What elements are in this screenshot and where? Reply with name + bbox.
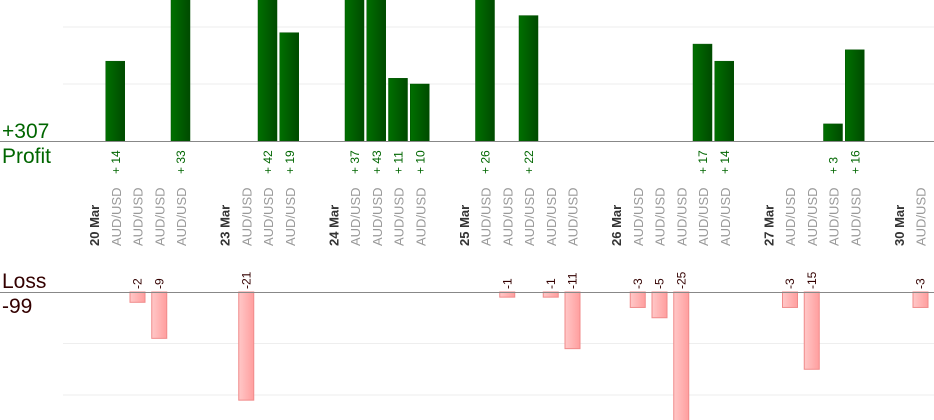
profit-bar [170,0,191,142]
profit-value-label: + 22 [522,150,536,174]
pair-label: AUD/USD [413,187,428,246]
loss-value-label: -9 [152,278,166,289]
pair-label: AUD/USD [914,187,929,246]
loss-value-label: -11 [566,272,580,289]
profit-bar [518,15,539,142]
date-label: 23 Mar [218,205,233,246]
pair-label: AUD/USD [239,187,254,246]
profit-bar [388,78,408,142]
profit-value-label: + 26 [479,150,493,174]
loss-bar [782,291,798,308]
pair-label: AUD/USD [653,187,668,246]
loss-value-label: -21 [239,271,253,289]
loss-value-label: -3 [631,278,645,289]
loss-value-label: -2 [131,278,145,289]
loss-total: -99 [2,295,32,318]
profit-total: +307 [2,120,49,143]
profit-value-label: + 14 [718,150,732,174]
pair-label: AUD/USD [566,187,581,246]
pair-label: AUD/USD [631,187,646,246]
pair-label: AUD/USD [392,187,407,246]
profit-value-label: + 14 [109,150,123,174]
profit-value-label: + 11 [392,151,406,174]
profit-value-label: + 16 [848,150,862,174]
loss-value-label: -15 [805,271,819,289]
profit-value-label: + 10 [413,150,427,174]
pair-label: AUD/USD [500,187,515,246]
loss-bar [129,291,146,303]
profit-value-label: + 42 [261,150,275,174]
loss-value-label: -3 [914,278,928,289]
pair-label: AUD/USD [827,187,842,246]
pair-label: AUD/USD [805,187,820,246]
profit-value-label: + 33 [174,150,188,174]
profit-bar [105,60,125,142]
profit-bar [257,0,278,142]
loss-label: Loss [2,270,46,293]
date-label: 24 Mar [326,205,341,246]
loss-bar [673,291,690,420]
pair-label: AUD/USD [109,187,124,246]
profit-bar [692,43,713,142]
pair-label: AUD/USD [718,187,733,246]
loss-bar [803,291,820,370]
date-label: 26 Mar [609,205,624,246]
profit-bar [366,0,386,142]
loss-value-label: -3 [783,278,797,289]
pair-label: AUD/USD [152,187,167,246]
loss-bar [151,291,168,339]
loss-bar [629,291,646,308]
date-label: 25 Mar [457,205,472,246]
loss-value-label: -1 [544,278,558,289]
profit-bar [475,0,495,142]
pair-label: AUD/USD [783,187,798,246]
pair-label: AUD/USD [544,187,559,246]
loss-value-label: -1 [500,278,514,289]
profit-bar [823,123,843,142]
profit-bar [845,49,865,142]
date-label: 20 Mar [87,205,102,246]
profit-label: Profit [2,145,51,168]
profit-bar [714,60,734,142]
profit-value-label: + 43 [370,150,384,174]
profit-value-label: + 37 [348,150,362,174]
pair-label: AUD/USD [479,187,494,246]
pair-label: AUD/USD [283,187,298,246]
date-label: 27 Mar [761,205,776,246]
pair-label: AUD/USD [348,187,363,246]
profit-bar [279,32,299,142]
loss-bar [651,291,668,319]
pair-label: AUD/USD [696,187,711,246]
loss-value-label: -5 [653,278,667,289]
loss-bar [564,291,581,350]
profit-bar [344,0,365,142]
pair-label: AUD/USD [848,187,863,246]
profit-value-label: + 17 [696,150,710,174]
loss-bar [238,291,255,401]
profit-value-label: + 19 [283,150,297,174]
pair-label: AUD/USD [370,187,385,246]
pair-label: AUD/USD [174,187,189,246]
pair-label: AUD/USD [261,187,276,246]
pair-label: AUD/USD [131,187,146,246]
pair-label: AUD/USD [522,187,537,246]
profit-value-label: + 3 [827,157,841,174]
pair-label: AUD/USD [674,187,689,246]
date-label: 30 Mar [892,205,907,246]
loss-bar [912,291,929,308]
loss-value-label: -25 [674,271,688,289]
profit-bar [410,83,430,142]
